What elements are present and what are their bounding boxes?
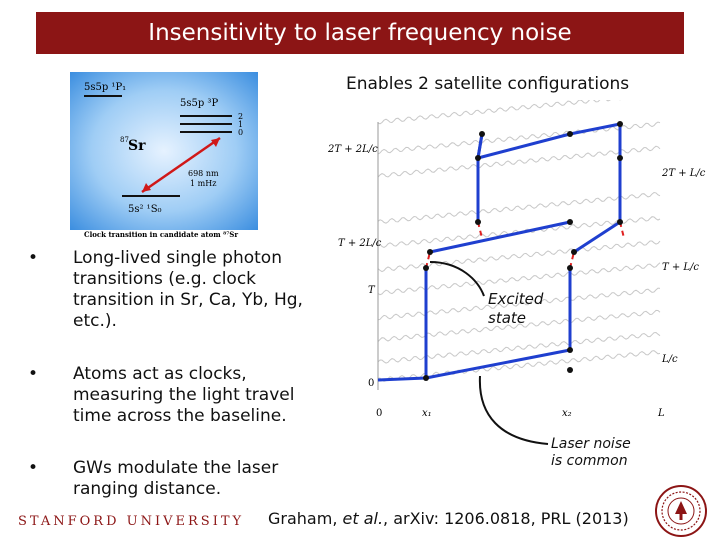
laser-noise-label: Laser noise is common (551, 436, 631, 470)
point (567, 347, 573, 353)
point (567, 265, 573, 271)
j-level-2: 2 (238, 112, 243, 121)
laser-pulse-3 (477, 132, 571, 160)
point (571, 249, 577, 255)
atom2-link (573, 220, 621, 254)
slide-subtitle: Enables 2 satellite configurations (346, 74, 630, 94)
axis-label-t-2l: T + 2L/c (338, 238, 382, 249)
axis-label-t-l: T + L/c (662, 262, 699, 273)
axis-label-l-c: L/c (661, 354, 678, 365)
point (475, 155, 481, 161)
citation-etal: et al. (342, 509, 384, 528)
laser-start (377, 376, 427, 382)
axis-label-0: 0 (368, 378, 374, 389)
atom-mass: 87 (120, 136, 129, 144)
point (423, 265, 429, 271)
axis-label-2t-2l: 2T + 2L/c (327, 144, 378, 155)
excited-state-label: Excited state (488, 290, 543, 328)
noise-line (377, 350, 661, 382)
level-diagram-background (70, 72, 258, 230)
slide-title: Insensitivity to laser frequency noise (148, 20, 572, 46)
noise-line (377, 100, 621, 125)
excited-state-text: Excited state (488, 290, 544, 327)
point (423, 375, 429, 381)
x-label-x2: x₂ (562, 408, 572, 419)
bullet-text: Atoms act as clocks, measuring the light… (73, 364, 295, 426)
label-3p: 5s5p ³P (180, 98, 218, 109)
atom2-top-link (569, 122, 621, 136)
spacetime-diagram: 2T + 2L/c T + 2L/c T 0 2T + L/c T + L/c … (327, 100, 706, 419)
point (567, 131, 573, 137)
x-label-0: 0 (376, 408, 382, 419)
ground-state-label: 5s² ¹S₀ (128, 204, 162, 215)
point (617, 155, 623, 161)
noise-line (377, 145, 661, 178)
bullet-marker: • (28, 248, 39, 268)
transition-arrow-head-up (211, 138, 220, 147)
x-label-x1: x₁ (422, 408, 432, 419)
axis-label-2t-l: 2T + L/c (661, 168, 706, 179)
laser-pulse-1 (425, 348, 571, 380)
noise-line (377, 121, 661, 155)
transition-arrow (141, 136, 221, 194)
citation-rest: , arXiv: 1206.0818, PRL (2013) (383, 509, 629, 528)
interaction-points (423, 121, 623, 381)
citation-authors: Graham, (268, 509, 343, 528)
wavelength-label: 698 nm (188, 169, 219, 178)
x-label-l: L (657, 408, 665, 419)
point (427, 249, 433, 255)
bullet-marker: • (28, 458, 39, 478)
energy-level-diagram: 5s5p ¹P₁ 5s5p ³P 2 1 0 87 Sr 698 nm 1 mH… (70, 72, 258, 239)
transition-arrow-head-down (142, 183, 151, 192)
noise-line (377, 191, 661, 224)
atom1-link (476, 133, 484, 159)
point (567, 219, 573, 225)
stanford-seal-icon (655, 485, 707, 537)
point (617, 121, 623, 127)
laser-noise-wavy-lines (377, 100, 661, 382)
label-1p1: 5s5p ¹P₁ (84, 82, 126, 93)
stanford-wordmark: STANFORD UNIVERSITY (18, 514, 245, 529)
laser-pulse-2 (429, 220, 571, 254)
axis-label-t: T (368, 285, 376, 296)
bullet-marker: • (28, 364, 39, 384)
noise-line (377, 240, 661, 273)
level-diagram-caption: Clock transition in candidate atom ⁸⁷Sr (84, 230, 238, 239)
bullet-text: Long-lived single photon transitions (e.… (73, 248, 303, 331)
j-level-0: 0 (238, 128, 243, 137)
linewidth-label: 1 mHz (190, 179, 216, 188)
atom-symbol: Sr (128, 138, 146, 154)
title-bar: Insensitivity to laser frequency noise (36, 12, 684, 54)
point (617, 219, 623, 225)
citation: Graham, et al., arXiv: 1206.0818, PRL (2… (268, 509, 629, 528)
point (567, 367, 573, 373)
point (479, 131, 485, 137)
point (475, 219, 481, 225)
bullet-text: GWs modulate the laser ranging distance. (73, 458, 279, 499)
j-level-1: 1 (238, 120, 243, 129)
laser-noise-text: Laser noise is common (551, 436, 631, 469)
